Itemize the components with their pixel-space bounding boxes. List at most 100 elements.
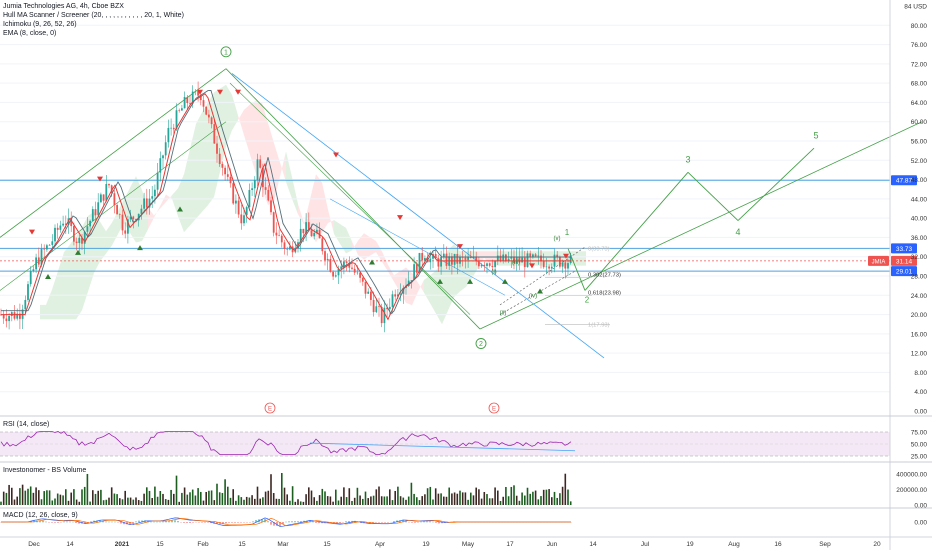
volume-bar	[178, 501, 180, 505]
candle-body	[289, 246, 291, 250]
cloud-segment	[100, 221, 106, 262]
macd-histogram-bar	[270, 522, 272, 525]
buy-signal	[177, 206, 183, 212]
cloud-segment	[274, 143, 280, 202]
candle-body	[208, 114, 210, 118]
wave-label: 1	[565, 228, 570, 237]
macd-histogram-bar	[210, 522, 212, 524]
candle-body	[205, 106, 208, 115]
volume-bar	[308, 487, 310, 505]
macd-histogram-bar	[120, 522, 122, 524]
time-tick-label: May	[462, 541, 475, 548]
volume-bar	[251, 495, 253, 505]
candle-body	[494, 260, 496, 268]
sell-signal	[29, 229, 35, 235]
volume-bar	[494, 487, 496, 505]
volume-bar	[243, 499, 245, 505]
volume-bar	[510, 486, 513, 505]
candle-body	[143, 198, 145, 209]
dashed-channel	[499, 270, 576, 315]
cloud-segment	[340, 223, 346, 254]
macd-histogram-bar	[300, 521, 302, 523]
candle-body	[178, 110, 181, 111]
time-tick-label: 15	[156, 541, 164, 548]
candle-body	[321, 238, 324, 252]
candle-body	[135, 219, 137, 221]
candle-body	[275, 232, 278, 236]
macd-histogram-bar	[294, 521, 296, 523]
volume-bar	[399, 496, 402, 505]
price-tick-label: 24.00	[911, 293, 928, 300]
volume-bar	[426, 488, 429, 505]
volume-bar	[40, 499, 43, 505]
volume-bar	[38, 490, 40, 505]
candle-body	[464, 257, 467, 260]
volume-bar	[267, 490, 270, 505]
candle-body	[486, 263, 488, 266]
macd-histogram-bar	[66, 521, 68, 523]
cloud-segment	[226, 84, 232, 147]
candle-body	[283, 242, 286, 250]
cloud-segment	[190, 123, 196, 226]
macd-histogram-bar	[282, 522, 284, 525]
macd-histogram-bar	[411, 522, 413, 523]
macd-histogram-bar	[405, 521, 407, 523]
fib-labels: 0(33.73) 0.382(27.73) 0.618(23.98) 1(17.93)	[588, 246, 621, 328]
cloud-segment	[94, 211, 100, 273]
volume-bar	[461, 492, 464, 505]
macd-histogram-bar	[423, 521, 425, 523]
wave-label: 5	[813, 131, 818, 141]
macd-histogram-bar	[279, 522, 281, 527]
candle-body	[380, 306, 383, 324]
candle-body	[478, 261, 480, 267]
volume-bar	[191, 489, 194, 505]
wave-label: 4	[735, 227, 740, 237]
volume-bar	[321, 488, 324, 505]
volume-bar	[569, 501, 572, 505]
candle-body	[302, 228, 305, 234]
volume-bar	[445, 496, 448, 505]
candle-body	[523, 257, 526, 268]
candle-body	[345, 261, 348, 263]
candle-body	[307, 222, 310, 231]
candle-body	[132, 216, 135, 220]
macd-histogram-bar	[75, 522, 77, 523]
time-tick-label: 15	[238, 541, 246, 548]
candle-body	[540, 255, 542, 262]
sell-signal	[457, 244, 463, 250]
candle-body	[245, 207, 248, 216]
volume-bar	[78, 501, 81, 505]
volume-bar	[75, 499, 78, 505]
cloud-segment	[136, 176, 142, 243]
volume-bar	[270, 474, 272, 505]
candle-body	[432, 253, 434, 259]
candle-body	[175, 110, 178, 130]
fib-label: 1(17.93)	[588, 323, 610, 329]
volume-bar	[232, 489, 234, 505]
candle-body	[475, 256, 478, 262]
volume-bar	[159, 491, 162, 505]
volume-bar	[364, 491, 367, 505]
candle-body	[235, 200, 237, 204]
volume-bar	[272, 493, 275, 505]
volume-bar	[424, 494, 426, 505]
volume-bar	[181, 492, 183, 505]
wave-label: 2	[585, 296, 590, 305]
volume-bar	[378, 486, 380, 505]
wave-line	[225, 68, 481, 330]
candle-body	[483, 264, 486, 266]
price-tick-label: 36.00	[911, 235, 928, 242]
hull-ma-legend: Hull MA Scanner / Screener (20, , , , , …	[3, 12, 184, 19]
buy-signal	[369, 259, 375, 265]
hull-ma-line	[1, 90, 571, 315]
volume-bar	[486, 494, 488, 505]
cloud-segment	[370, 237, 376, 256]
price-tick-label: 72.00	[911, 61, 928, 68]
price-tick-label: 68.00	[911, 81, 928, 88]
price-tick-label: 4.00	[914, 389, 927, 396]
volume-bar	[129, 497, 132, 505]
macd-histogram-bar	[129, 522, 131, 525]
volume-bar	[113, 493, 116, 505]
